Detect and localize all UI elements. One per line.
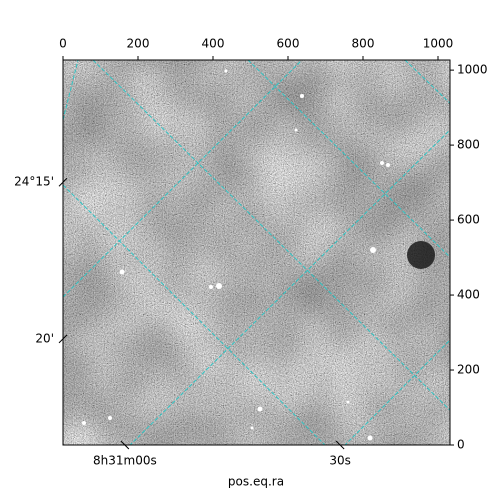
- wcs-grid: [63, 60, 450, 445]
- y-tick-label: 800: [457, 138, 480, 152]
- y-tick-label: 600: [457, 213, 480, 227]
- y-tick-label: 1000: [457, 63, 488, 77]
- ra-tick: [335, 440, 345, 450]
- x-tick-label: 800: [352, 37, 375, 51]
- ra-tick-label: 8h31m00s: [93, 454, 157, 468]
- dec-tick-label: 24°15': [14, 175, 54, 189]
- x-tick-label: 1000: [423, 37, 454, 51]
- y-tick-label: 400: [457, 288, 480, 302]
- x-tick-label: 600: [277, 37, 300, 51]
- plot-frame: [62, 59, 451, 446]
- y-tick-label: 0: [457, 438, 465, 452]
- sky-image: [63, 60, 450, 445]
- dec-tick-label: 20': [35, 331, 54, 345]
- x-tick-label: 0: [59, 37, 67, 51]
- x-axis-label: pos.eq.ra: [228, 475, 284, 489]
- ra-tick: [120, 440, 130, 450]
- x-tick-label: 200: [127, 37, 150, 51]
- dec-tick: [58, 177, 68, 187]
- y-tick-label: 200: [457, 363, 480, 377]
- ra-tick-label: 30s: [329, 454, 351, 468]
- dec-tick: [58, 334, 68, 344]
- x-tick-label: 400: [202, 37, 225, 51]
